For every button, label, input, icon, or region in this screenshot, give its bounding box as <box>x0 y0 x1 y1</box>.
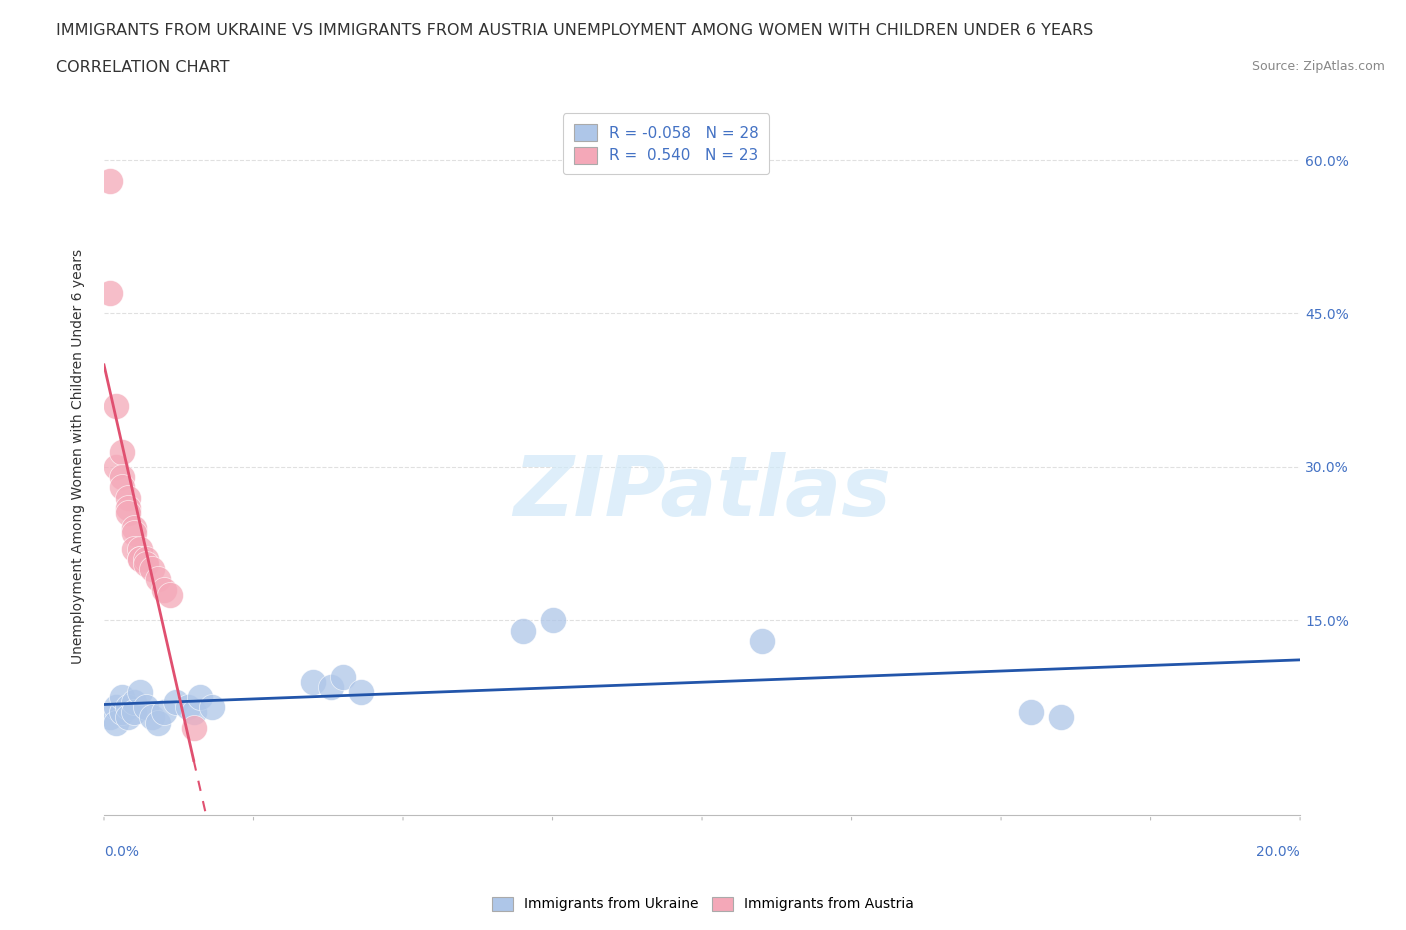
Y-axis label: Unemployment Among Women with Children Under 6 years: Unemployment Among Women with Children U… <box>72 249 86 664</box>
Point <box>98 710 121 724</box>
Text: ZIPatlas: ZIPatlas <box>513 452 891 533</box>
Point <box>122 521 145 536</box>
Point <box>751 633 773 648</box>
Point <box>332 669 354 684</box>
Point <box>111 689 134 704</box>
Point <box>117 506 139 521</box>
Text: CORRELATION CHART: CORRELATION CHART <box>56 60 229 75</box>
Point <box>128 551 150 566</box>
Text: 20.0%: 20.0% <box>1257 845 1301 859</box>
Point <box>117 699 139 714</box>
Point <box>104 459 127 474</box>
Point <box>122 541 145 556</box>
Point <box>152 582 174 597</box>
Point <box>183 705 205 720</box>
Point <box>117 500 139 515</box>
Point <box>111 470 134 485</box>
Legend: R = -0.058   N = 28, R =  0.540   N = 23: R = -0.058 N = 28, R = 0.540 N = 23 <box>562 113 769 174</box>
Point <box>111 445 134 459</box>
Point <box>350 684 373 699</box>
Point <box>117 490 139 505</box>
Point <box>1050 710 1073 724</box>
Point <box>183 720 205 735</box>
Point <box>512 623 534 638</box>
Point <box>128 541 150 556</box>
Point <box>146 572 169 587</box>
Point <box>104 715 127 730</box>
Point <box>111 705 134 720</box>
Text: Source: ZipAtlas.com: Source: ZipAtlas.com <box>1251 60 1385 73</box>
Point <box>201 699 224 714</box>
Text: IMMIGRANTS FROM UKRAINE VS IMMIGRANTS FROM AUSTRIA UNEMPLOYMENT AMONG WOMEN WITH: IMMIGRANTS FROM UKRAINE VS IMMIGRANTS FR… <box>56 23 1094 38</box>
Point <box>177 699 200 714</box>
Point <box>152 705 174 720</box>
Legend: Immigrants from Ukraine, Immigrants from Austria: Immigrants from Ukraine, Immigrants from… <box>485 890 921 919</box>
Point <box>146 715 169 730</box>
Point <box>135 551 157 566</box>
Point <box>188 689 211 704</box>
Point <box>117 710 139 724</box>
Point <box>1019 705 1042 720</box>
Point <box>165 695 187 710</box>
Point <box>321 679 343 694</box>
Point <box>111 480 134 495</box>
Point <box>104 398 127 413</box>
Point <box>159 588 181 603</box>
Point <box>122 526 145 541</box>
Point <box>135 557 157 572</box>
Point <box>128 684 150 699</box>
Text: 0.0%: 0.0% <box>104 845 139 859</box>
Point <box>135 699 157 714</box>
Point <box>128 551 150 566</box>
Point <box>98 173 121 188</box>
Point <box>541 613 564 628</box>
Point <box>302 674 325 689</box>
Point <box>104 699 127 714</box>
Point <box>122 695 145 710</box>
Point <box>122 705 145 720</box>
Point <box>141 562 163 577</box>
Point <box>141 710 163 724</box>
Point <box>98 286 121 300</box>
